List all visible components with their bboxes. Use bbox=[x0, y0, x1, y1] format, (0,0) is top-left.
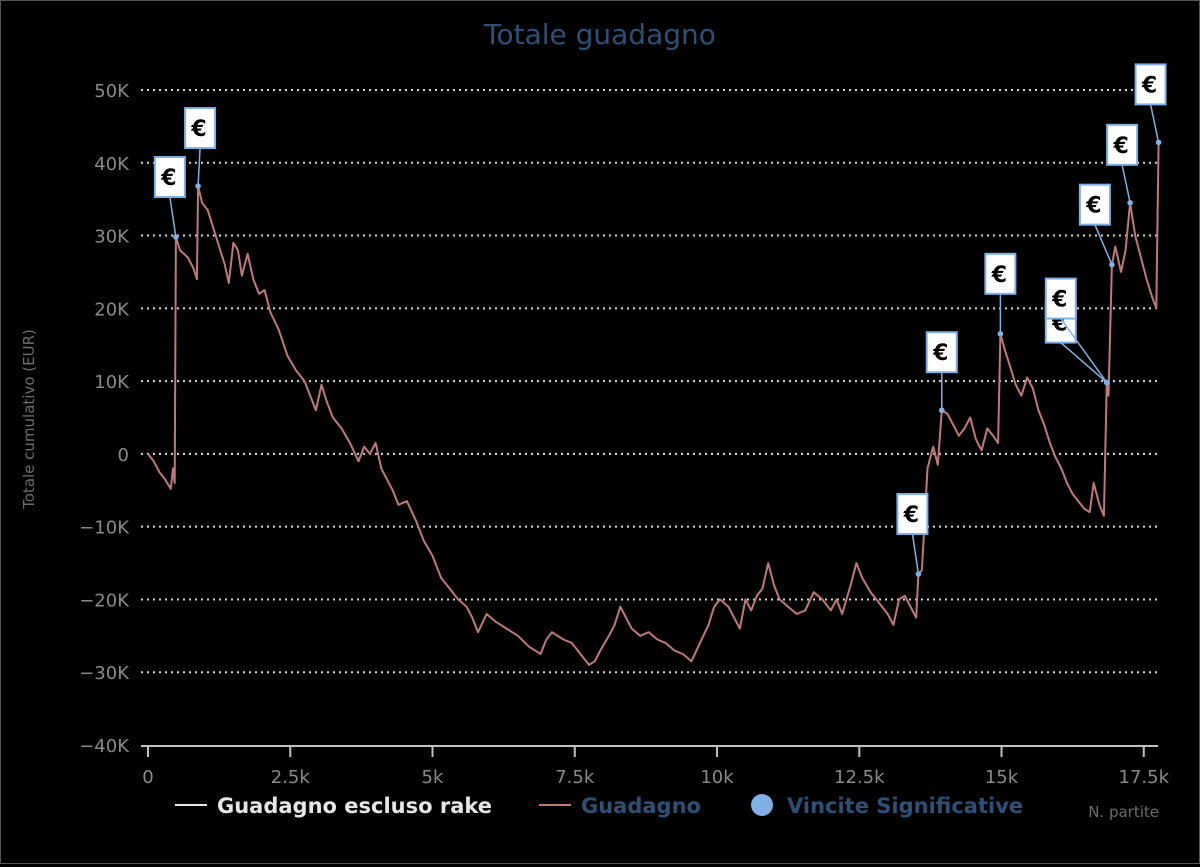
marker-connector bbox=[1094, 224, 1113, 265]
marker-box[interactable] bbox=[1078, 183, 1111, 226]
marker-label: € bbox=[932, 341, 948, 366]
y-tick-label: 50K bbox=[94, 81, 130, 102]
x-tick-label: 12.5k bbox=[834, 767, 885, 788]
y-tick-label: 20K bbox=[94, 299, 130, 320]
legend-label-markers[interactable]: Vincite Significative bbox=[787, 794, 1023, 818]
y-tick-label: 0 bbox=[118, 445, 129, 466]
marker-point[interactable] bbox=[173, 234, 179, 240]
x-tick-label: 15k bbox=[985, 767, 1019, 788]
legend-label-0[interactable]: Guadagno escluso rake bbox=[217, 794, 492, 818]
y-axis-ticks: 50K 40K 30K 20K 10K 0 −10K −20K −30K −40K bbox=[79, 81, 130, 757]
marker-box[interactable] bbox=[153, 156, 186, 199]
marker-point[interactable] bbox=[1155, 139, 1162, 146]
legend-swatch-markers[interactable] bbox=[751, 794, 773, 816]
marker-flag[interactable]: € bbox=[1044, 277, 1110, 386]
marker-box[interactable] bbox=[925, 331, 958, 374]
marker-connector bbox=[169, 196, 177, 238]
marker-label: € bbox=[903, 503, 919, 528]
y-tick-label: −10K bbox=[79, 518, 130, 539]
marker-point[interactable] bbox=[997, 331, 1004, 337]
y-tick-label: 10K bbox=[94, 372, 130, 393]
y-tick-label: −20K bbox=[79, 590, 130, 611]
x-tick-label: 17.5k bbox=[1119, 767, 1170, 788]
marker-flag[interactable]: € bbox=[925, 331, 958, 414]
marker-connector bbox=[1060, 318, 1108, 384]
marker-label: € bbox=[1051, 288, 1067, 313]
marker-connector bbox=[1060, 342, 1108, 384]
marker-label: € bbox=[1141, 73, 1157, 98]
marker-flag[interactable]: € bbox=[1134, 63, 1167, 146]
marker-flag[interactable]: € bbox=[984, 252, 1017, 337]
legend-label-1[interactable]: Guadagno bbox=[581, 794, 701, 818]
marker-point[interactable] bbox=[195, 183, 201, 189]
marker-box[interactable] bbox=[1134, 63, 1167, 106]
x-axis: 0 2.5k 5k 7.5k 10k 12.5k 15k 17.5k bbox=[141, 745, 1170, 788]
marker-label: € bbox=[1085, 194, 1101, 219]
y-tick-label: −30K bbox=[79, 663, 130, 684]
marker-label: € bbox=[991, 263, 1007, 288]
marker-label: € bbox=[190, 117, 206, 142]
x-tick-label: 2.5k bbox=[271, 767, 311, 788]
marker-flag[interactable]: € bbox=[184, 107, 217, 189]
marker-flag[interactable]: € bbox=[896, 492, 929, 577]
marker-box[interactable] bbox=[184, 107, 217, 150]
marker-connector bbox=[1149, 104, 1160, 143]
legend: Guadagno escluso rake Guadagno Vincite Sig… bbox=[175, 794, 1023, 818]
marker-connector bbox=[911, 533, 920, 575]
marker-flag[interactable]: € bbox=[1106, 123, 1139, 206]
marker-label: € bbox=[160, 166, 176, 191]
marker-box[interactable] bbox=[1106, 123, 1139, 166]
series-line-1 bbox=[147, 142, 1160, 666]
series-layer bbox=[147, 142, 1160, 666]
marker-point[interactable] bbox=[1103, 379, 1110, 386]
marker-flag[interactable]: € bbox=[1078, 183, 1115, 268]
marker-point[interactable] bbox=[915, 571, 922, 577]
grid-lines bbox=[141, 89, 1158, 674]
x-axis-title: N. partite bbox=[1088, 803, 1159, 821]
marker-flag[interactable]: € bbox=[153, 156, 186, 240]
marker-label: € bbox=[1112, 134, 1128, 159]
y-tick-label: 40K bbox=[94, 154, 130, 175]
chart-title: Totale guadagno bbox=[483, 18, 716, 51]
marker-point[interactable] bbox=[1109, 261, 1115, 268]
x-tick-label: 7.5k bbox=[555, 767, 595, 788]
marker-point[interactable] bbox=[1127, 200, 1133, 206]
marker-connector bbox=[1121, 164, 1131, 203]
y-tick-label: −40K bbox=[79, 736, 130, 757]
markers-layer[interactable]: €€€€€€€€€€ bbox=[153, 63, 1167, 577]
marker-box[interactable] bbox=[896, 492, 929, 535]
marker-box[interactable] bbox=[1044, 277, 1077, 320]
x-tick-label: 0 bbox=[142, 767, 153, 788]
x-tick-label: 5k bbox=[422, 767, 444, 788]
y-tick-label: 30K bbox=[94, 227, 130, 248]
y-axis-title: Totale cumulativo (EUR) bbox=[20, 329, 38, 510]
marker-point[interactable] bbox=[938, 407, 945, 414]
x-tick-label: 10k bbox=[700, 767, 734, 788]
marker-box[interactable] bbox=[984, 252, 1017, 295]
marker-connector bbox=[197, 148, 201, 187]
